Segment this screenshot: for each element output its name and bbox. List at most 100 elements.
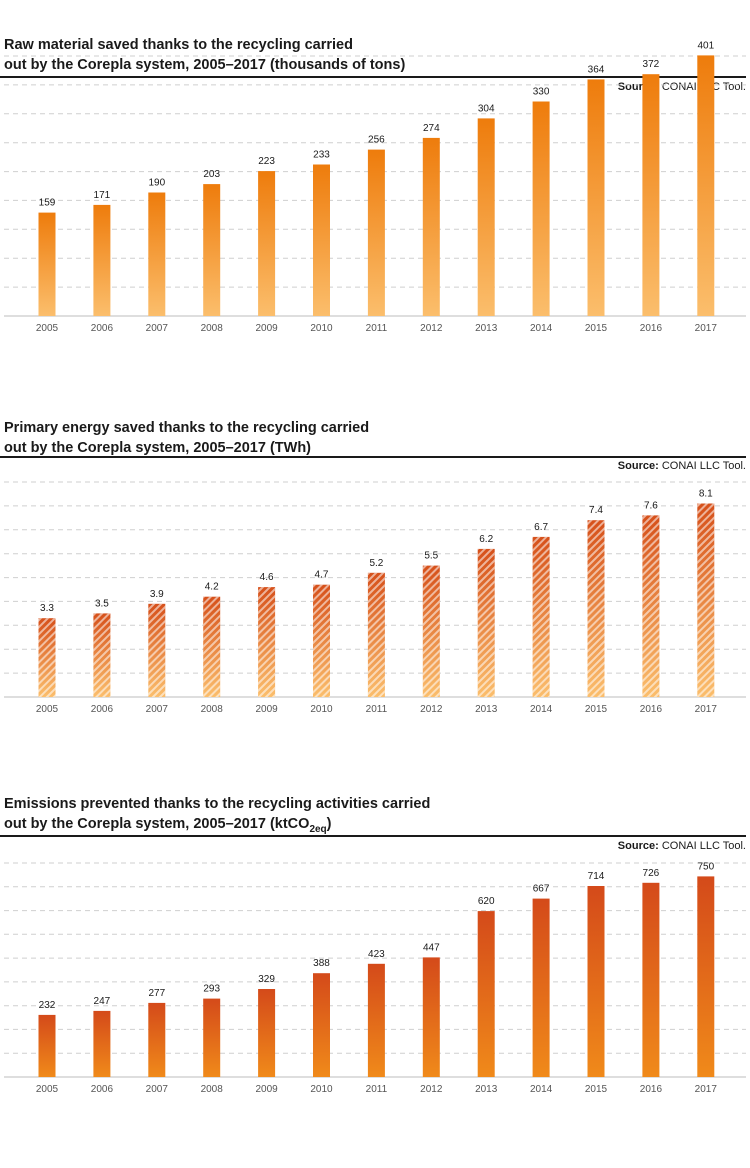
data-label-2009: 4.6 (260, 572, 274, 583)
data-label-2016: 726 (643, 868, 660, 879)
data-label-2007: 190 (148, 178, 165, 189)
data-label-2010: 233 (313, 150, 330, 161)
data-label-2012: 447 (423, 942, 440, 953)
data-label-2007: 277 (148, 988, 165, 999)
data-label-2005: 3.3 (40, 603, 54, 614)
x-tick-label-2017: 2017 (695, 1084, 718, 1095)
x-tick-label-2013: 2013 (475, 323, 498, 334)
data-label-2014: 330 (533, 87, 550, 98)
chart-panel-primary-energy: Primary energy saved thanks to the recyc… (0, 418, 750, 728)
x-tick-label-2008: 2008 (201, 704, 224, 715)
source-note: Source: CONAI LLC Tool. (618, 460, 746, 472)
data-label-2006: 3.5 (95, 598, 109, 609)
x-tick-label-2009: 2009 (255, 323, 278, 334)
x-tick-label-2016: 2016 (640, 704, 663, 715)
bar-2016 (642, 882, 660, 1077)
data-label-2016: 7.6 (644, 500, 658, 511)
bar-2009 (258, 989, 276, 1077)
x-tick-label-2011: 2011 (366, 1084, 388, 1095)
data-label-2013: 6.2 (479, 534, 493, 545)
x-tick-label-2008: 2008 (201, 1084, 224, 1095)
data-label-2007: 3.9 (150, 589, 164, 600)
chart-panel-emissions: Emissions prevented thanks to the recycl… (0, 794, 750, 1104)
x-tick-label-2007: 2007 (146, 323, 169, 334)
chart-title: Raw material saved thanks to the recycli… (4, 35, 405, 75)
x-tick-label-2009: 2009 (255, 1084, 278, 1095)
bar-hatch-2012 (422, 565, 440, 697)
x-tick-label-2011: 2011 (366, 704, 388, 715)
data-label-2014: 6.7 (534, 522, 548, 533)
chart-title-line1: Raw material saved thanks to the recycli… (4, 37, 353, 53)
x-tick-label-2012: 2012 (420, 323, 443, 334)
x-tick-label-2015: 2015 (585, 704, 608, 715)
source-label: Source: (617, 840, 659, 852)
bar-2013 (477, 118, 495, 317)
bar-2005 (38, 1014, 56, 1077)
x-tick-label-2005: 2005 (36, 704, 59, 715)
bar-hatch-2009 (258, 587, 276, 697)
data-label-2010: 4.7 (315, 570, 329, 581)
bar-hatch-2010 (313, 584, 330, 697)
data-label-2005: 232 (39, 1000, 56, 1011)
x-tick-label-2005: 2005 (36, 323, 59, 334)
x-tick-label-2014: 2014 (530, 704, 553, 715)
bar-2010 (313, 973, 330, 1077)
bar-chart-primary-energy: 3.3 2005 3.5 2006 3.9 2007 4.2 2008 4.6 2009 4.7 20… (4, 481, 746, 715)
chart-title-line2: out by the Corepla system, 2005–2017 (th… (4, 57, 406, 73)
data-label-2005: 159 (39, 198, 56, 209)
chart-title-line1: Emissions prevented thanks to the recycl… (4, 796, 431, 812)
source-value: CONAI LLC Tool. (661, 460, 746, 472)
data-label-2008: 4.2 (205, 582, 219, 593)
chart-title: Primary energy saved thanks to the recyc… (4, 418, 369, 458)
x-tick-label-2010: 2010 (310, 323, 333, 334)
data-label-2013: 620 (478, 896, 495, 907)
x-tick-label-2009: 2009 (255, 704, 278, 715)
x-tick-label-2006: 2006 (91, 323, 114, 334)
bar-2017 (697, 55, 715, 317)
data-label-2015: 364 (588, 64, 605, 75)
bar-hatch-2016 (642, 515, 660, 697)
x-tick-label-2012: 2012 (420, 704, 443, 715)
chart-title-line2: out by the Corepla system, 2005–2017 (TW… (4, 440, 312, 456)
bar-2008 (203, 998, 221, 1077)
bar-2017 (697, 876, 715, 1077)
bar-2010 (313, 164, 330, 316)
x-tick-label-2014: 2014 (530, 323, 553, 334)
x-tick-label-2010: 2010 (310, 1084, 333, 1095)
source-label: Source: (617, 460, 659, 472)
bar-hatch-2015 (587, 520, 605, 697)
title-rule (0, 835, 746, 837)
bar-chart-emissions: 232 2005 247 2006 277 2007 293 2008 329 2009 388 20… (4, 861, 746, 1095)
chart-title-line2: out by the Corepla system, 2005–2017 (kt… (4, 814, 430, 834)
data-label-2009: 329 (258, 974, 275, 985)
x-tick-label-2005: 2005 (36, 1084, 59, 1095)
bar-2008 (203, 184, 221, 316)
data-label-2011: 423 (368, 949, 385, 960)
source-value: CONAI LLC Tool. (661, 840, 746, 852)
bar-2014 (532, 898, 550, 1077)
data-label-2008: 203 (203, 169, 220, 180)
data-label-2016: 372 (643, 59, 660, 70)
x-tick-label-2013: 2013 (475, 1084, 498, 1095)
x-tick-label-2010: 2010 (310, 704, 333, 715)
x-tick-label-2016: 2016 (640, 1084, 663, 1095)
data-label-2009: 223 (258, 156, 275, 167)
bar-2007 (148, 192, 166, 316)
bar-2016 (642, 74, 660, 316)
x-tick-label-2007: 2007 (146, 704, 169, 715)
bar-2006 (93, 204, 111, 316)
data-label-2014: 667 (533, 884, 550, 895)
source-note: Source: CONAI LLC Tool. (618, 840, 746, 852)
bar-2006 (93, 1010, 111, 1077)
bar-hatch-2005 (38, 618, 56, 697)
bar-2012 (422, 137, 440, 316)
chart-title-line2-subscript: 2eq (309, 823, 327, 835)
data-label-2010: 388 (313, 958, 330, 969)
bar-2009 (258, 171, 276, 316)
title-rule (0, 456, 746, 458)
x-tick-label-2016: 2016 (640, 323, 663, 334)
data-label-2015: 714 (588, 871, 605, 882)
data-label-2013: 304 (478, 103, 495, 114)
x-tick-label-2014: 2014 (530, 1084, 553, 1095)
data-label-2011: 5.2 (369, 558, 383, 569)
